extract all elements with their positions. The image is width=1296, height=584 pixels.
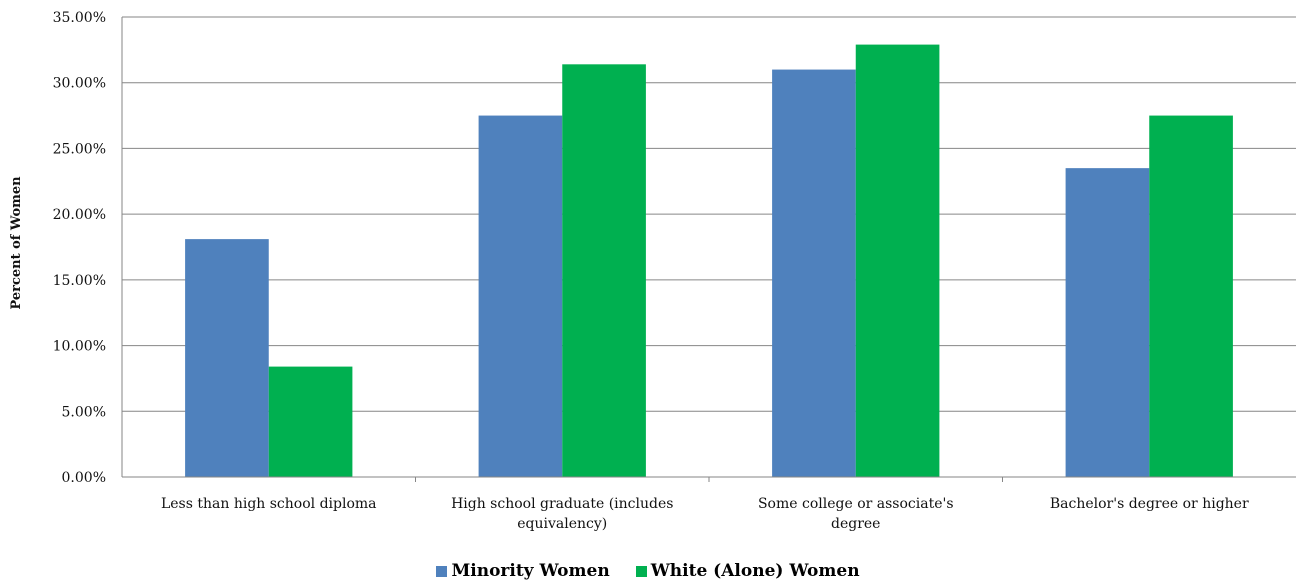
y-tick-label: 0.00%	[62, 470, 106, 486]
legend-swatch-series-1	[436, 565, 448, 577]
bar-minority-women	[1065, 168, 1150, 477]
bar-white-women	[1149, 115, 1233, 478]
y-tick-label: 35.00%	[53, 10, 106, 26]
legend-item-series-2: White (Alone) Women	[635, 561, 860, 581]
x-category-label: Some college or associate's	[758, 496, 954, 512]
y-tick-label: 10.00%	[53, 339, 106, 355]
bar-white-women	[562, 64, 646, 478]
bar-minority-women	[478, 115, 563, 478]
bar-chart: 0.00% 5.00% 10.00% 15.00% 20.00% 25.00% 30.00%…	[9, 10, 1296, 532]
y-tick-label: 25.00%	[53, 141, 106, 157]
y-tick-label: 30.00%	[53, 76, 106, 92]
bar-white-women	[855, 44, 940, 477]
y-tick-label: 20.00%	[53, 207, 106, 223]
bar-white-women	[268, 366, 353, 477]
bar-minority-women	[772, 69, 856, 478]
x-category-label: degree	[831, 516, 880, 532]
axes	[121, 17, 1296, 482]
bar-minority-women	[185, 239, 269, 477]
x-category-label: Less than high school diploma	[161, 496, 377, 512]
legend-label-series-1: Minority Women	[451, 561, 610, 581]
y-axis-title: Percent of Women	[9, 176, 24, 310]
x-category-label: High school graduate (includes	[451, 496, 673, 512]
y-tick-label: 15.00%	[53, 273, 106, 289]
x-category-label: Bachelor's degree or higher	[1050, 496, 1249, 512]
legend-item-series-1: Minority Women	[436, 561, 610, 581]
x-category-label: equivalency)	[517, 516, 607, 532]
y-tick-label: 5.00%	[62, 404, 106, 420]
legend: Minority Women White (Alone) Women	[0, 558, 1296, 584]
legend-label-series-2: White (Alone) Women	[650, 561, 860, 581]
bars	[185, 44, 1233, 478]
x-axis-category-labels: Less than high school diploma High school…	[161, 496, 1249, 532]
y-axis-tick-labels: 0.00% 5.00% 10.00% 15.00% 20.00% 25.00% 30.00%…	[53, 10, 106, 486]
legend-swatch-series-2	[635, 565, 647, 577]
gridlines	[122, 16, 1296, 412]
